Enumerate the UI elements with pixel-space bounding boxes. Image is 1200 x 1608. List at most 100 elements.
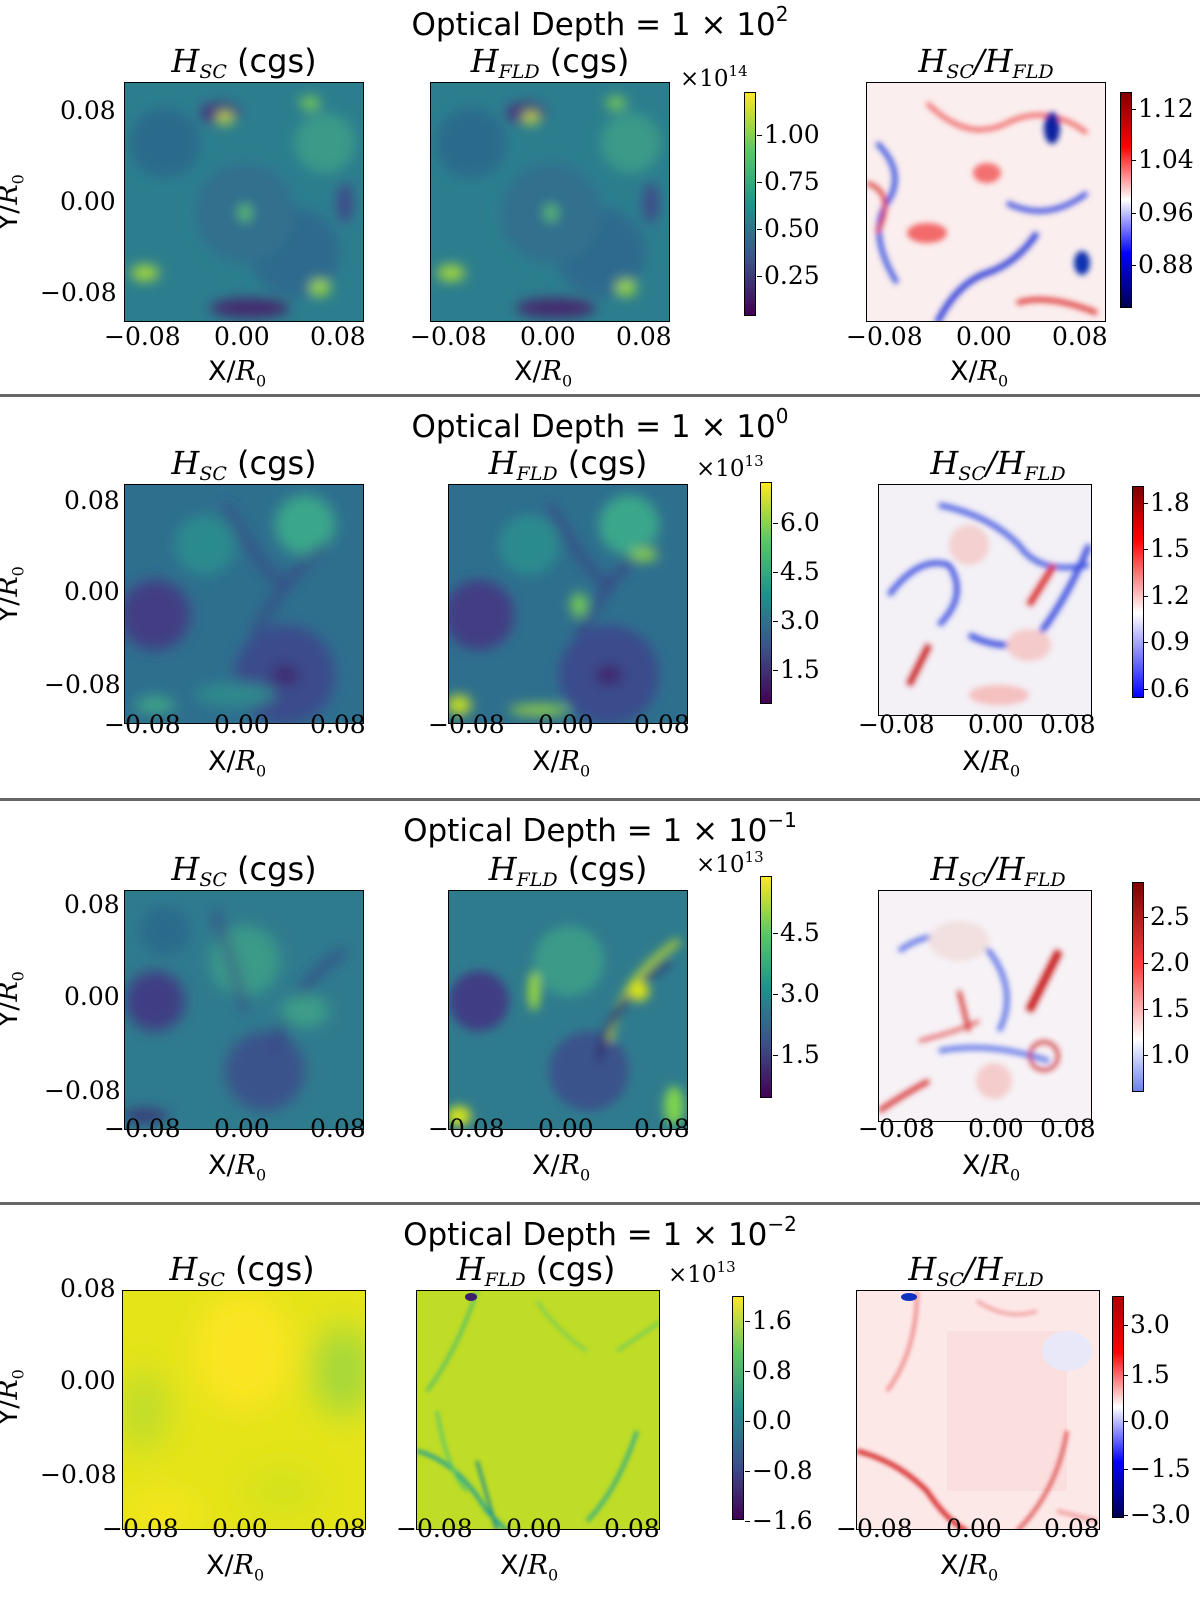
label-text: 0	[775, 404, 789, 428]
axis-tick-label: −0.08	[40, 278, 117, 307]
row-title: Optical Depth = 1 × 10−2	[0, 1212, 1200, 1253]
label-text: X/	[940, 1550, 968, 1581]
label-text: 13	[744, 452, 764, 470]
colorbar-tick-label: −1.6	[745, 1506, 813, 1535]
axis-tick-label: 0.08	[64, 486, 120, 515]
colorbar-tick-label: 3.0	[773, 979, 820, 1008]
label-text: 0	[8, 971, 28, 982]
label-text: (cgs)	[235, 1250, 315, 1288]
label-text: R	[235, 746, 256, 777]
x-axis-label: X/R0	[532, 1150, 590, 1184]
label-text: (cgs)	[237, 850, 317, 888]
axis-tick-label: −0.08	[428, 710, 505, 739]
axis-tick-label: 0.00	[946, 1514, 1002, 1543]
label-text: X/	[206, 1550, 234, 1581]
label-text: (cgs)	[567, 850, 648, 888]
colorbar-tick-label: 1.5	[773, 1040, 820, 1069]
label-text: 0	[579, 1165, 591, 1185]
colorbar-tick-label: 2.0	[1143, 948, 1190, 977]
axis-tick-label: −0.08	[846, 322, 923, 351]
label-text: 0	[8, 1369, 28, 1380]
label-text: H	[488, 444, 517, 482]
label-text: SC	[958, 463, 986, 485]
label-text: 13	[744, 848, 764, 866]
label-text: 0	[579, 761, 591, 781]
label-text: 0	[1009, 1165, 1021, 1185]
label-text: R	[0, 184, 24, 204]
label-text: 0	[253, 1565, 265, 1585]
panel-title-hfld: HFLD (cgs)	[448, 444, 688, 485]
label-text: R	[977, 356, 998, 387]
axis-tick-label: −0.08	[44, 1076, 121, 1105]
panel-title-ratio: HSC/HFLD	[866, 42, 1106, 83]
axis-tick-label: 0.00	[60, 1366, 116, 1395]
colorbar-ratio	[1112, 1296, 1124, 1518]
label-text: SC	[199, 463, 227, 485]
label-text: SC	[197, 1269, 225, 1291]
colorbar-tick-label: 1.8	[1143, 488, 1190, 517]
x-axis-label: X/R0	[514, 356, 572, 390]
axis-tick-label: 0.08	[60, 1274, 116, 1303]
label-text: FLD	[1012, 61, 1054, 83]
colorbar-tick-label: 0.9	[1143, 627, 1190, 656]
axis-tick-label: 0.00	[506, 1514, 562, 1543]
panel-title-hsc: HSC (cgs)	[122, 1250, 362, 1291]
row-optical-depth-1e0: Optical Depth = 1 × 100 HSC (cgs) HFLD (…	[0, 402, 1200, 790]
label-text: /	[973, 42, 985, 80]
colorbar-ratio	[1132, 882, 1144, 1092]
heatmap-hsc	[124, 82, 364, 322]
axis-tick-label: −0.08	[104, 322, 181, 351]
label-text: (cgs)	[535, 1250, 616, 1288]
label-text: FLD	[1024, 869, 1066, 891]
colorbar-multiplier: ×1014	[680, 62, 748, 92]
colorbar-tick-label: 0.0	[1123, 1406, 1170, 1435]
label-text: H	[930, 850, 959, 888]
axis-tick-label: −0.08	[428, 1114, 505, 1143]
heatmap-hfld	[416, 1290, 660, 1530]
axis-tick-label: −0.08	[858, 710, 935, 739]
axis-tick-label: −0.08	[44, 670, 121, 699]
axis-tick-label: 0.00	[64, 982, 120, 1011]
label-text: Y/	[0, 204, 24, 231]
label-text: R	[967, 1550, 988, 1581]
label-text: R	[527, 1550, 548, 1581]
label-text: SC	[946, 61, 974, 83]
colorbar-tick-label: 0.50	[757, 214, 820, 243]
label-text: H	[996, 444, 1025, 482]
axis-tick-label: 0.00	[520, 322, 576, 351]
heatmap-ratio	[878, 890, 1092, 1122]
label-text: R	[559, 746, 580, 777]
axis-tick-label: 0.08	[1052, 322, 1108, 351]
label-text: FLD	[1002, 1269, 1044, 1291]
label-text: X/	[962, 746, 990, 777]
colorbar-tick-label: 1.5	[1143, 534, 1190, 563]
label-text: R	[235, 356, 256, 387]
label-text: R	[0, 576, 24, 596]
x-axis-label: X/R0	[962, 746, 1020, 780]
label-text: H	[908, 1250, 937, 1288]
panel-title-hfld: HFLD (cgs)	[430, 42, 670, 83]
axis-tick-label: 0.00	[214, 322, 270, 351]
colorbar-tick-label: 2.5	[1143, 902, 1190, 931]
y-axis-label: Y/R0	[0, 566, 27, 622]
label-text: (cgs)	[237, 444, 317, 482]
label-text: (cgs)	[567, 444, 648, 482]
label-text: FLD	[1024, 463, 1066, 485]
label-text: 0	[987, 1565, 999, 1585]
colorbar-tick-label: −1.5	[1123, 1454, 1191, 1483]
axis-tick-label: 0.08	[310, 710, 366, 739]
heatmap-ratio	[866, 82, 1106, 322]
colorbar-tick-label: 3.0	[1123, 1310, 1170, 1339]
label-text: Optical Depth = 1 × 10	[403, 813, 768, 849]
label-text: X/	[208, 356, 236, 387]
label-text: 13	[716, 1258, 736, 1276]
axis-tick-label: 0.00	[968, 1114, 1024, 1143]
label-text: H	[171, 42, 200, 80]
axis-tick-label: −0.08	[104, 1114, 181, 1143]
panel-title-ratio: HSC/HFLD	[878, 444, 1118, 485]
label-text: 0	[255, 761, 267, 781]
label-text: Optical Depth = 1 × 10	[411, 7, 776, 43]
label-text: 0	[1009, 761, 1021, 781]
colorbar-tick-label: −3.0	[1123, 1500, 1191, 1529]
label-text: H	[456, 1250, 485, 1288]
